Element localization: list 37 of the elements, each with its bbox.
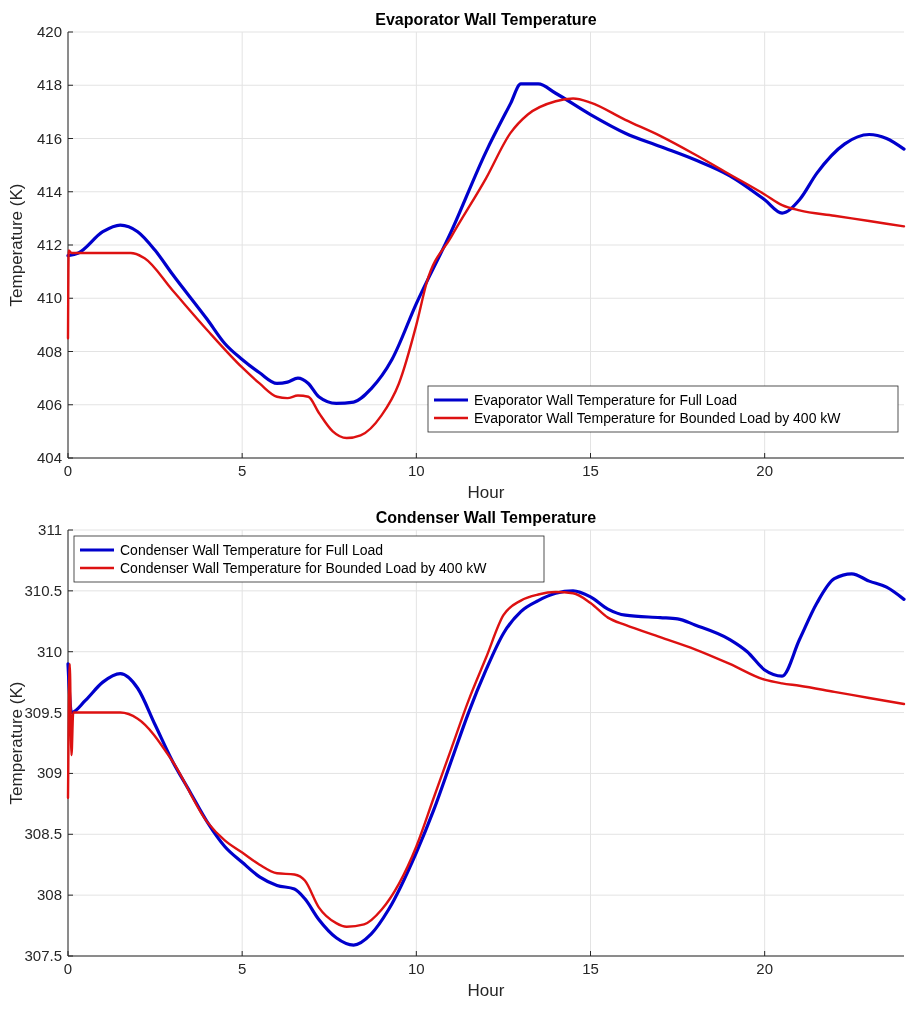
y-tick-label: 420 — [36, 23, 62, 40]
legend-label: Evaporator Wall Temperature for Full Load — [474, 392, 738, 408]
y-tick-label: 309 — [36, 764, 62, 782]
x-tick-label: 5 — [237, 960, 247, 977]
y-tick-label: 308.5 — [24, 825, 62, 843]
y-tick-label: 310.5 — [24, 581, 62, 599]
y-tick-label: 406 — [36, 395, 62, 413]
x-tick-label: 20 — [756, 960, 774, 977]
x-tick-label: 15 — [582, 960, 599, 977]
x-tick-label: 15 — [582, 462, 599, 479]
y-tick-label: 308 — [36, 886, 62, 904]
y-tick-label: 310 — [36, 642, 62, 660]
y-tick-label: 408 — [36, 342, 62, 360]
x-tick-label: 10 — [407, 462, 425, 479]
chart-title: Condenser Wall Temperature — [375, 509, 597, 526]
y-tick-label: 309.5 — [24, 703, 62, 721]
y-tick-label: 418 — [36, 76, 62, 94]
legend-label: Condenser Wall Temperature for Full Load — [120, 542, 384, 558]
y-axis-title: Temperature (K) — [7, 183, 26, 307]
y-tick-label: 404 — [36, 449, 62, 466]
x-tick-label: 5 — [237, 462, 247, 479]
y-tick-label: 410 — [36, 289, 62, 307]
y-tick-label: 416 — [36, 129, 62, 147]
x-axis-title: Hour — [467, 483, 505, 502]
x-tick-label: 10 — [407, 960, 425, 977]
chart-title: Evaporator Wall Temperature — [375, 11, 597, 28]
x-axis-title: Hour — [467, 981, 505, 1000]
legend-label: Condenser Wall Temperature for Bounded Load by 400 kW — [120, 560, 488, 576]
y-axis-title: Temperature (K) — [7, 681, 26, 805]
x-tick-label: 20 — [756, 462, 774, 479]
y-tick-label: 307.5 — [24, 947, 62, 964]
y-tick-label: 412 — [36, 236, 62, 253]
y-tick-label: 414 — [36, 182, 62, 200]
y-tick-label: 311 — [38, 521, 62, 538]
x-tick-label: 0 — [63, 960, 73, 977]
x-tick-label: 0 — [63, 462, 73, 479]
legend-label: Evaporator Wall Temperature for Bounded Load by 400 kW — [474, 410, 842, 426]
